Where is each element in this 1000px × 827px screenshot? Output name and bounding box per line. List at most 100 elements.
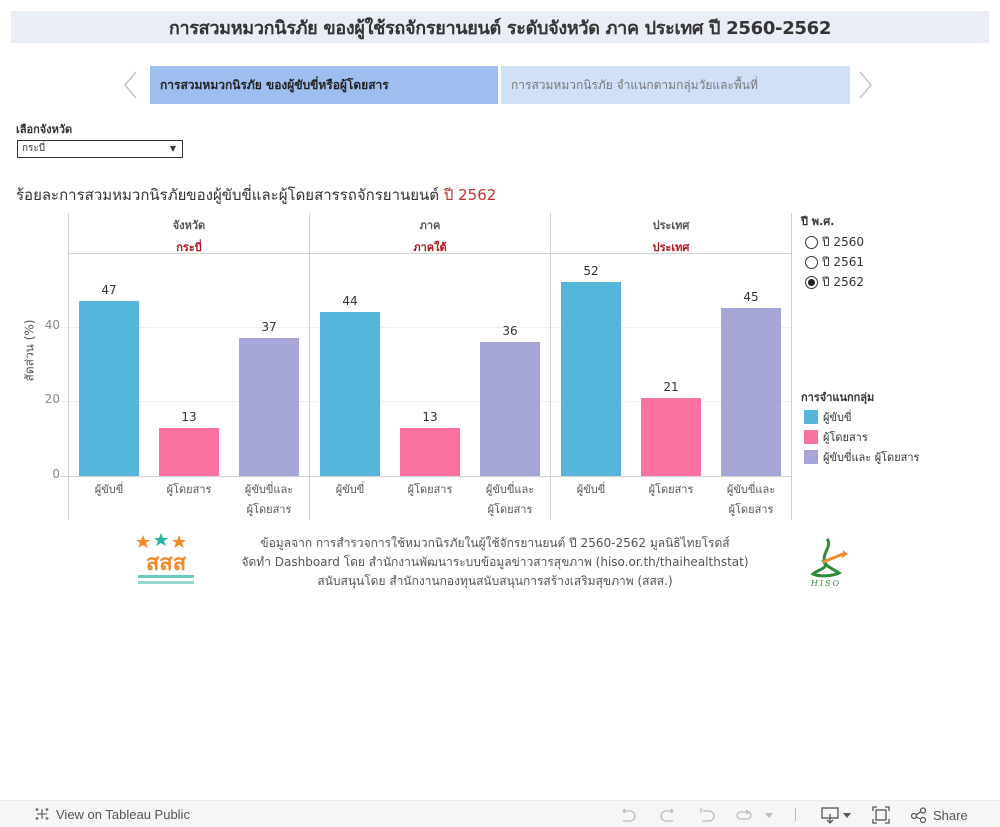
x-axis-label-line: ผู้ขับขี่และ	[726, 483, 776, 496]
panel-level: ภาค	[419, 219, 441, 232]
bar[interactable]	[79, 300, 139, 476]
bar[interactable]	[641, 397, 701, 476]
radio-button[interactable]	[805, 256, 818, 269]
credit-line: ข้อมูลจาก การสำรวจการใช้หมวกนิรภัยในผู้ใ…	[260, 536, 730, 550]
x-axis-line	[60, 476, 792, 477]
chart-title: ร้อยละการสวมหมวกนิรภัยของผู้ขับขี่และผู้…	[16, 183, 496, 207]
prev-button[interactable]	[122, 70, 142, 102]
legend-swatch	[804, 450, 818, 464]
panel-divider	[550, 213, 551, 520]
legend-item-passenger[interactable]: ผู้โดยสาร	[804, 428, 868, 446]
tab-age-and-area[interactable]: การสวมหมวกนิรภัย จำแนกตามกลุ่มวัยและพื้น…	[501, 66, 850, 104]
chevron-right-icon	[859, 71, 872, 99]
undo-icon	[622, 808, 636, 822]
bar-value-label: 36	[502, 323, 518, 338]
x-axis-label-line: ผู้ขับขี่	[94, 483, 124, 496]
gridline	[60, 326, 792, 328]
year-option-2561[interactable]: ปี 2561	[805, 253, 864, 272]
bar[interactable]	[561, 282, 621, 476]
legend-label: ผู้ขับขี่และ ผู้โดยสาร	[823, 451, 920, 464]
radio-label: ปี 2562	[822, 275, 864, 289]
share-button[interactable]: Share	[910, 805, 968, 825]
x-axis-label-line: ผู้โดยสาร	[487, 503, 533, 516]
radio-label: ปี 2560	[822, 235, 864, 249]
bar[interactable]	[159, 427, 219, 476]
credit-line: จัดทำ Dashboard โดย สำนักงานพัฒนาระบบข้อ…	[241, 555, 749, 569]
panel-level: จังหวัด	[172, 219, 206, 232]
bar[interactable]	[320, 311, 380, 476]
tableau-logo-icon	[35, 808, 49, 820]
bar-value-label: 45	[743, 290, 759, 305]
legend-label: ผู้โดยสาร	[823, 431, 868, 444]
view-on-tableau-label: View on Tableau Public	[56, 806, 190, 822]
chart-title-text: ร้อยละการสวมหมวกนิรภัยของผู้ขับขี่และผู้…	[16, 186, 440, 204]
download-button[interactable]	[821, 805, 853, 825]
header-divider	[68, 253, 792, 254]
province-dropdown[interactable]: กระบี่ ▼	[17, 140, 183, 158]
next-button[interactable]	[858, 70, 878, 102]
view-on-tableau-link[interactable]: View on Tableau Public	[34, 806, 190, 822]
radio-dot-icon	[808, 279, 815, 286]
panel-level: ประเทศ	[652, 219, 690, 232]
caret-down-icon	[765, 813, 773, 818]
x-axis-label: ผู้ขับขี่และผู้โดยสาร	[470, 480, 550, 520]
revert-button[interactable]	[698, 805, 716, 825]
x-axis-label-line: ผู้โดยสาร	[407, 483, 453, 496]
panel-header: ประเทศ ประเทศ	[551, 213, 791, 254]
x-axis-label: ผู้โดยสาร	[149, 480, 229, 500]
redo-button[interactable]	[659, 805, 677, 825]
radio-button-selected[interactable]	[805, 276, 818, 289]
x-axis-label-line: ผู้โดยสาร	[166, 483, 212, 496]
panel-name: ประเทศ	[652, 241, 690, 254]
refresh-button[interactable]	[735, 805, 753, 825]
bar[interactable]	[480, 341, 540, 476]
bar-value-label: 52	[583, 264, 599, 279]
legend-swatch	[804, 410, 818, 424]
bar-value-label: 13	[422, 409, 438, 424]
gridline	[60, 401, 792, 403]
svg-text:HISO: HISO	[810, 579, 841, 588]
panel-header: จังหวัดกระบี่	[69, 213, 309, 254]
x-axis-label: ผู้โดยสาร	[390, 480, 470, 500]
y-axis-title: สัดส่วน (%)	[22, 319, 37, 382]
share-icon	[910, 807, 927, 823]
x-axis-label-line: ผู้ขับขี่และ	[244, 483, 294, 496]
bar-value-label: 13	[181, 409, 197, 424]
bar[interactable]	[239, 337, 299, 476]
bar[interactable]	[400, 427, 460, 476]
year-option-2562[interactable]: ปี 2562	[805, 273, 864, 292]
x-axis-label: ผู้ขับขี่และ ผู้โดยสาร	[711, 480, 791, 520]
panel-divider	[68, 213, 69, 520]
tab-label: การสวมหมวกนิรภัย จำแนกตามกลุ่มวัยและพื้น…	[511, 77, 758, 92]
x-axis-label-line: ผู้โดยสาร	[648, 483, 694, 496]
panel-header: ภาคภาคใต้	[310, 213, 550, 254]
bar-chart: สัดส่วน (%) 0 20 40 จังหวัด กระบี่ 47 ผู้ขับขี…	[22, 213, 792, 520]
panel-name: ภาคใต้	[413, 241, 447, 254]
legend-item-driver[interactable]: ผู้ขับขี่	[804, 408, 851, 426]
radio-label: ปี 2561	[822, 255, 864, 269]
province-selected-value: กระบี่	[22, 143, 46, 154]
star-icon	[136, 533, 186, 548]
x-axis-label: ผู้ขับขี่และ ผู้โดยสาร	[229, 480, 309, 520]
tab-driver-or-passenger[interactable]: การสวมหมวกนิรภัย ของผู้ขับขี่หรือผู้โดยส…	[150, 66, 498, 104]
undo-button[interactable]	[619, 805, 637, 825]
bar[interactable]	[721, 308, 781, 476]
x-axis-label-line: ผู้ขับขี่	[335, 483, 365, 496]
tableau-toolbar: View on Tableau Public Share	[0, 800, 1000, 827]
bar-value-label: 47	[101, 282, 117, 297]
year-option-2560[interactable]: ปี 2560	[805, 233, 864, 252]
province-filter-label: เลือกจังหวัด	[16, 123, 73, 136]
bar-value-label: 21	[663, 379, 679, 394]
x-axis-label-line: ผู้ขับขี่และ	[485, 483, 535, 496]
legend-title: การจำแนกกลุ่ม	[801, 391, 875, 404]
credit-line: สนับสนุนโดย สำนักงานกองทุนสนับสนุนการสร้…	[317, 574, 673, 588]
panel-name: กระบี่	[176, 241, 202, 254]
chevron-left-icon	[124, 71, 137, 99]
toolbar-divider	[795, 808, 796, 821]
revert-icon	[700, 808, 715, 822]
fullscreen-button[interactable]	[872, 805, 890, 825]
legend-item-both[interactable]: ผู้ขับขี่และ ผู้โดยสาร	[804, 448, 919, 466]
refresh-dropdown[interactable]	[764, 805, 774, 825]
radio-button[interactable]	[805, 236, 818, 249]
x-axis-label: ผู้ขับขี่	[551, 480, 631, 500]
